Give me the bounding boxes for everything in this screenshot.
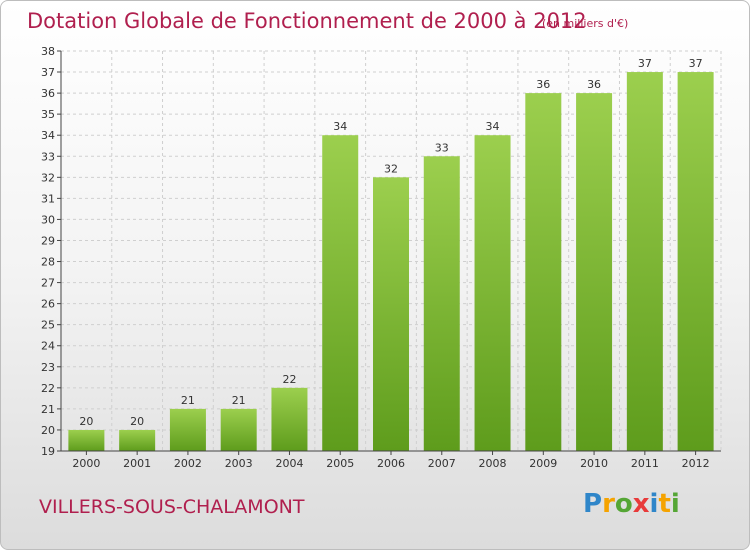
bar [626, 72, 663, 451]
y-tick-label: 32 [41, 171, 55, 184]
x-tick-label: 2008 [479, 457, 507, 470]
data-label: 37 [689, 57, 703, 70]
bar [423, 156, 460, 451]
data-label: 20 [130, 415, 144, 428]
y-tick-label: 22 [41, 382, 55, 395]
chart-subtitle: (en milliers d'€) [542, 17, 629, 30]
commune-name: VILLERS-SOUS-CHALAMONT [39, 496, 305, 518]
bar [68, 429, 105, 451]
data-label: 37 [638, 57, 652, 70]
y-tick-label: 29 [41, 234, 55, 247]
logo-letter: o [614, 489, 633, 519]
logo-letter: P [583, 489, 603, 519]
logo-letter: i [649, 489, 659, 519]
logo-letter: r [602, 489, 615, 519]
logo-letter: t [658, 489, 671, 519]
bar [474, 135, 511, 452]
bars: 20 20 21 21 22 34 32 33 34 36 36 37 37 [68, 57, 714, 452]
data-label: 36 [587, 78, 601, 91]
data-label: 34 [333, 120, 347, 133]
y-tick-label: 38 [41, 45, 55, 58]
bar [169, 408, 206, 451]
x-tick-label: 2003 [225, 457, 253, 470]
data-label: 33 [435, 141, 449, 154]
bar [576, 93, 613, 452]
y-tick-label: 36 [41, 87, 55, 100]
y-tick-label: 21 [41, 403, 55, 416]
data-label: 36 [536, 78, 550, 91]
data-label: 34 [486, 120, 500, 133]
bar [271, 387, 308, 451]
x-tick-label: 2011 [631, 457, 659, 470]
bar [322, 135, 359, 452]
proxiti-logo: Proxiti [583, 489, 680, 519]
y-tick-label: 27 [41, 277, 55, 290]
data-label: 21 [232, 394, 246, 407]
y-tick-label: 31 [41, 192, 55, 205]
x-tick-label: 2007 [428, 457, 456, 470]
axes: 19 20 21 22 23 24 25 26 27 28 29 30 31 32 33 34 35 36 37 38… [41, 45, 721, 470]
y-tick-label: 33 [41, 150, 55, 163]
y-tick-label: 20 [41, 424, 55, 437]
data-label: 21 [181, 394, 195, 407]
y-tick-label: 35 [41, 108, 55, 121]
data-label: 22 [282, 373, 296, 386]
y-tick-label: 34 [41, 129, 55, 142]
x-tick-label: 2012 [682, 457, 710, 470]
y-tick-label: 19 [41, 445, 55, 458]
bar [119, 429, 156, 451]
x-tick-label: 2000 [72, 457, 100, 470]
y-tick-label: 37 [41, 66, 55, 79]
bar [525, 93, 562, 452]
y-tick-label: 24 [41, 340, 55, 353]
y-tick-label: 26 [41, 298, 55, 311]
logo-letter: x [632, 489, 650, 519]
x-tick-label: 2009 [529, 457, 557, 470]
y-tick-label: 23 [41, 361, 55, 374]
x-tick-label: 2002 [174, 457, 202, 470]
bar [373, 177, 409, 451]
x-tick-label: 2005 [326, 457, 354, 470]
y-tick-label: 28 [41, 256, 55, 269]
x-tick-label: 2006 [377, 457, 405, 470]
data-label: 20 [79, 415, 93, 428]
x-tick-label: 2001 [123, 457, 151, 470]
x-tick-label: 2010 [580, 457, 608, 470]
data-label: 32 [384, 162, 398, 175]
bar [220, 408, 257, 451]
y-tick-label: 25 [41, 319, 55, 332]
logo-letter: i [670, 489, 680, 519]
y-tick-label: 30 [41, 213, 55, 226]
chart-title: Dotation Globale de Fonctionnement de 20… [27, 9, 587, 33]
x-tick-label: 2004 [275, 457, 303, 470]
bar [677, 72, 714, 451]
